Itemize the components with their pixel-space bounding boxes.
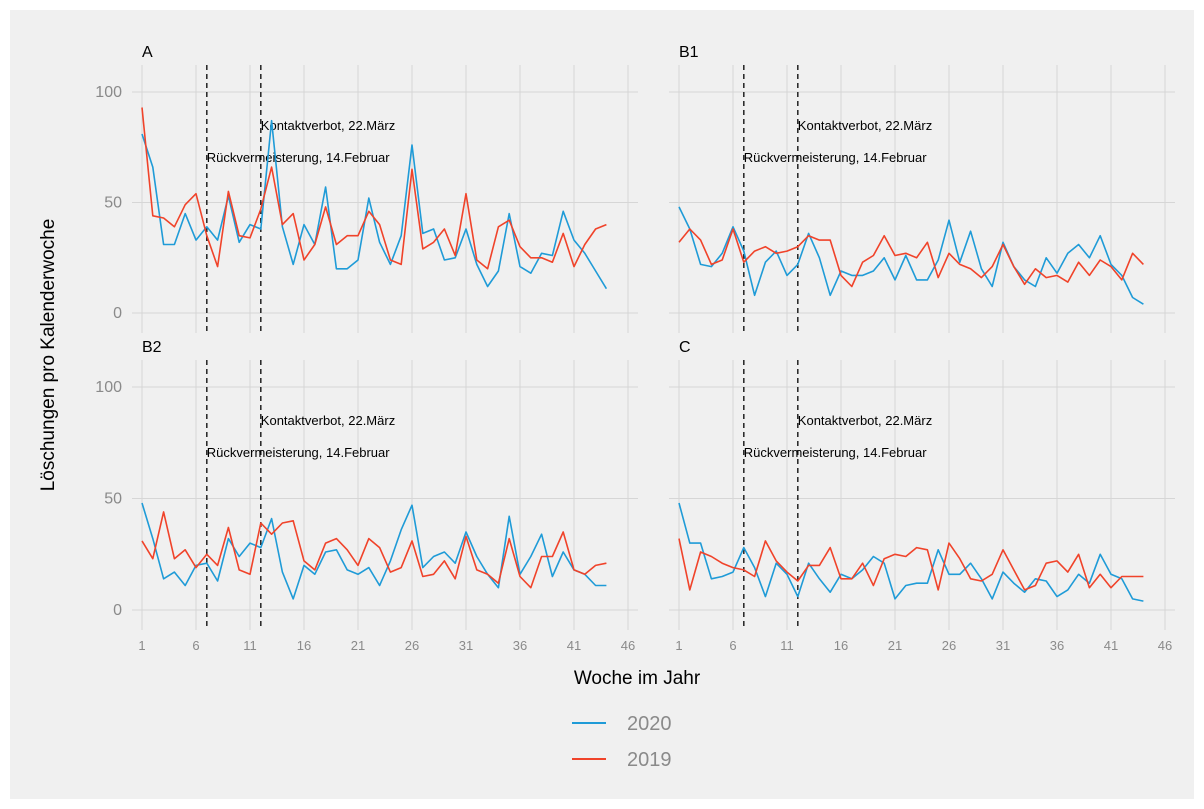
x-tick-label: 36: [513, 638, 527, 653]
series-line-2019: [141, 107, 607, 270]
annotation-label: Rückvermeisterung, 14.Februar: [744, 150, 927, 165]
y-tick-label: 100: [95, 84, 122, 101]
annotation-label: Kontaktverbot, 22.März: [798, 118, 932, 133]
y-tick-label: 0: [113, 602, 122, 619]
x-tick-label: 26: [942, 638, 956, 653]
x-tick-label: 31: [459, 638, 473, 653]
panel-a: 0 50 100 A Rückvermeisterung, 14.Februar Kont…: [95, 44, 638, 333]
x-tick-label: 46: [621, 638, 635, 653]
series-line-2019: [678, 538, 1144, 591]
x-tick-label: 46: [1158, 638, 1172, 653]
panel-title: B1: [679, 44, 699, 61]
x-tick-label: 6: [729, 638, 736, 653]
x-tick-label: 26: [405, 638, 419, 653]
y-axis-title: Löschungen pro Kalenderwoche: [38, 219, 59, 492]
x-tick-label: 31: [996, 638, 1010, 653]
panel-title: A: [142, 44, 153, 61]
x-tick-label: 6: [192, 638, 199, 653]
legend-label-2020: 2020: [627, 713, 672, 735]
annotation-label: Rückvermeisterung, 14.Februar: [207, 445, 390, 460]
y-tick-label: 100: [95, 379, 122, 396]
x-axis-title: Woche im Jahr: [574, 668, 701, 689]
annotation-label: Kontaktverbot, 22.März: [261, 118, 395, 133]
y-tick-label: 0: [113, 305, 122, 322]
x-tick-label: 11: [780, 638, 794, 653]
x-tick-label: 11: [243, 638, 257, 653]
y-tick-label: 50: [104, 195, 122, 212]
series-line-2019: [141, 511, 607, 589]
legend: 2020 2019: [572, 713, 672, 771]
series-line-2020: [141, 502, 607, 600]
series-line-2019: [678, 228, 1144, 288]
annotation-label: Kontaktverbot, 22.März: [261, 413, 395, 428]
y-tick-label: 50: [104, 491, 122, 508]
x-tick-label: 36: [1050, 638, 1064, 653]
panel-title: B2: [142, 339, 162, 356]
panel-title: C: [679, 339, 691, 356]
x-tick-label: 21: [351, 638, 365, 653]
series-line-2020: [678, 206, 1144, 305]
chart-area: 0 50 100 A Rückvermeisterung, 14.Februar Kont…: [10, 10, 1194, 799]
x-tick-label: 1: [138, 638, 145, 653]
annotation-label: Kontaktverbot, 22.März: [798, 413, 932, 428]
x-tick-label: 16: [834, 638, 848, 653]
x-tick-label: 41: [1104, 638, 1118, 653]
annotation-label: Rückvermeisterung, 14.Februar: [207, 150, 390, 165]
annotation-label: Rückvermeisterung, 14.Februar: [744, 445, 927, 460]
x-tick-label: 16: [297, 638, 311, 653]
x-tick-label: 21: [888, 638, 902, 653]
x-tick-label: 41: [567, 638, 581, 653]
faceted-line-chart: 0 50 100 A Rückvermeisterung, 14.Februar Kont…: [38, 44, 1175, 771]
legend-label-2019: 2019: [627, 749, 672, 771]
series-line-2020: [141, 119, 608, 290]
panel-b1: B1 Rückvermeisterung, 14.Februar Kontaktve…: [669, 44, 1175, 333]
x-tick-label: 1: [675, 638, 682, 653]
